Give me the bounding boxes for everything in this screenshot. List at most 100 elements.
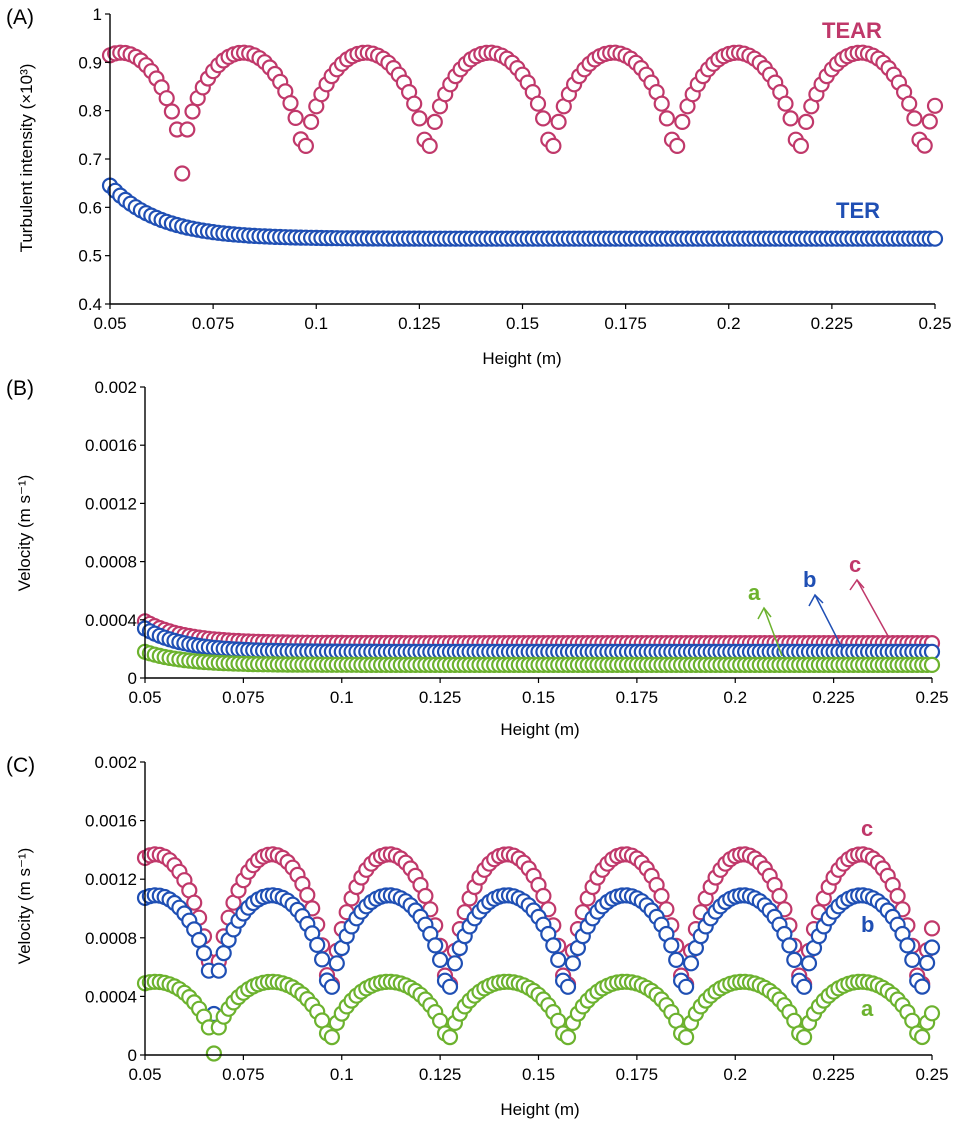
y-tick-label: 0.0012 bbox=[85, 494, 137, 513]
y-tick-label: 0.002 bbox=[94, 378, 137, 397]
data-point bbox=[179, 121, 196, 138]
data-point bbox=[215, 944, 232, 962]
x-tick-label: 0.1 bbox=[304, 314, 328, 333]
x-tick-label: 0.1 bbox=[330, 1065, 354, 1084]
y-axis-title: Velocity (m s⁻¹) bbox=[15, 475, 34, 592]
y-axis-title: Turbulent intensity (×10³) bbox=[17, 64, 36, 253]
data-point bbox=[417, 887, 434, 905]
data-point bbox=[677, 1028, 695, 1046]
series-label-c: c bbox=[849, 552, 861, 577]
x-tick-label: 0.05 bbox=[128, 688, 161, 707]
data-point bbox=[303, 113, 320, 131]
y-tick-label: 0.0016 bbox=[85, 436, 137, 455]
series-label-c: c bbox=[861, 816, 873, 841]
x-tick-label: 0.225 bbox=[812, 688, 855, 707]
x-tick-label: 0.075 bbox=[192, 314, 235, 333]
series-label-tear: TEAR bbox=[822, 18, 882, 43]
x-tick-label: 0.225 bbox=[812, 1065, 855, 1084]
data-point bbox=[786, 951, 803, 969]
x-axis-title: Height (m) bbox=[500, 720, 579, 739]
data-point bbox=[411, 110, 428, 127]
y-tick-label: 0.0004 bbox=[85, 987, 137, 1006]
data-point bbox=[191, 931, 208, 949]
data-point bbox=[777, 95, 794, 112]
data-point bbox=[559, 978, 577, 995]
data-point bbox=[163, 103, 180, 120]
data-point bbox=[323, 978, 340, 995]
data-point bbox=[184, 103, 201, 120]
x-tick-label: 0.15 bbox=[522, 688, 555, 707]
y-tick-label: 0.0004 bbox=[85, 611, 137, 630]
data-point bbox=[923, 1005, 941, 1022]
data-point bbox=[904, 951, 921, 969]
series-a-markers bbox=[136, 973, 941, 1062]
data-point bbox=[914, 978, 931, 995]
y-tick-label: 0 bbox=[128, 1046, 137, 1065]
y-tick-label: 1 bbox=[93, 5, 102, 24]
data-point bbox=[792, 137, 810, 154]
data-point bbox=[550, 951, 567, 969]
data-point bbox=[186, 894, 203, 911]
data-point bbox=[906, 110, 923, 127]
panel-a-chart: (A) Turbulent intensity (×10³) Height (m… bbox=[6, 5, 952, 368]
x-tick-label: 0.25 bbox=[918, 314, 951, 333]
y-tick-label: 0.5 bbox=[78, 247, 102, 266]
x-axis-title: Height (m) bbox=[482, 349, 561, 368]
data-point bbox=[328, 955, 345, 972]
x-tick-label: 0.05 bbox=[93, 314, 126, 333]
arrow-head-b bbox=[808, 593, 824, 607]
annotation-arrow-c bbox=[856, 579, 889, 637]
arrow-head-c bbox=[849, 578, 865, 591]
data-point bbox=[446, 955, 463, 972]
data-point bbox=[564, 955, 582, 972]
series-label-a-group: a bbox=[748, 580, 783, 657]
series-label-ter: TER bbox=[836, 198, 880, 223]
x-tick-label: 0.2 bbox=[717, 314, 741, 333]
series-ter-markers bbox=[101, 177, 944, 247]
y-tick-label: 0.6 bbox=[78, 198, 102, 217]
data-point bbox=[916, 137, 933, 154]
annotation-arrow-b bbox=[814, 594, 843, 649]
y-tick-label: 0.9 bbox=[78, 53, 102, 72]
data-point bbox=[889, 887, 906, 905]
x-axis-title: Height (m) bbox=[500, 1100, 579, 1119]
x-tick-label: 0.175 bbox=[604, 314, 647, 333]
data-point bbox=[923, 939, 941, 956]
y-tick-label: 0.0008 bbox=[85, 929, 137, 948]
panel-label: (C) bbox=[6, 754, 35, 777]
data-point bbox=[534, 110, 552, 127]
data-point bbox=[174, 165, 191, 182]
data-point bbox=[674, 113, 691, 131]
data-point bbox=[923, 920, 941, 937]
series-label-c-group: c bbox=[849, 552, 889, 637]
y-tick-label: 0.4 bbox=[78, 295, 102, 314]
x-tick-label: 0.2 bbox=[723, 1065, 747, 1084]
data-point bbox=[771, 887, 788, 905]
data-point bbox=[545, 937, 562, 954]
data-point bbox=[782, 110, 799, 127]
data-point bbox=[668, 951, 685, 969]
series-b-markers bbox=[136, 887, 941, 1023]
data-point bbox=[918, 954, 936, 972]
data-point bbox=[926, 97, 944, 114]
data-point bbox=[559, 1028, 577, 1046]
x-tick-label: 0.125 bbox=[419, 688, 462, 707]
y-axis-title: Velocity (m s⁻¹) bbox=[15, 848, 34, 965]
x-tick-label: 0.2 bbox=[723, 688, 747, 707]
data-point bbox=[926, 230, 944, 247]
data-point bbox=[432, 951, 449, 969]
data-point bbox=[914, 1028, 931, 1046]
data-point bbox=[535, 887, 552, 905]
series-a-markers bbox=[136, 643, 941, 674]
y-tick-label: 0.0008 bbox=[85, 553, 137, 572]
data-point bbox=[529, 95, 547, 112]
data-point bbox=[795, 1028, 813, 1046]
data-point bbox=[282, 94, 299, 112]
x-tick-label: 0.125 bbox=[398, 314, 441, 333]
data-point bbox=[441, 1028, 459, 1046]
x-tick-label: 0.175 bbox=[616, 1065, 659, 1084]
annotation-arrow-a bbox=[763, 607, 783, 657]
data-point bbox=[797, 113, 815, 131]
data-point bbox=[899, 937, 916, 954]
data-point bbox=[426, 113, 443, 131]
